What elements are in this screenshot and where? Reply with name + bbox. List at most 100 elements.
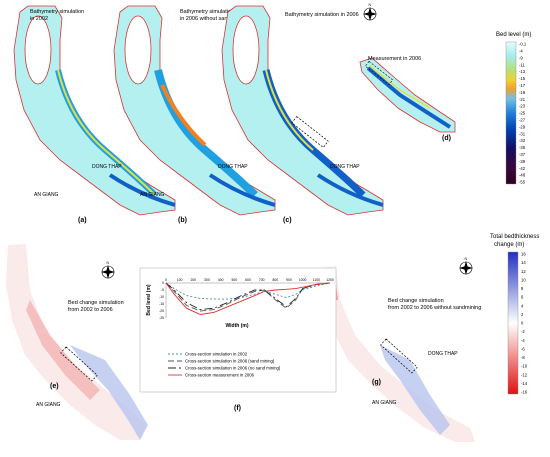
chart-legend-entry: Cross-section measurement in 2006: [185, 373, 255, 378]
bed-level-tick: -33: [519, 138, 526, 143]
bed-level-tick: -29: [519, 124, 526, 129]
bed-change-blue-g: [380, 345, 450, 435]
bed-level-tick: -27: [519, 118, 526, 123]
chart-y-tick: -10: [159, 295, 164, 299]
chart-x-tick: 100: [177, 278, 183, 282]
panel-c-title: Bathymetry simulation in 2006: [285, 12, 359, 18]
bed-change-blue-e: [70, 345, 148, 440]
bed-change-tick: 0: [521, 321, 524, 326]
bed-level-tick: -15: [519, 76, 526, 81]
chart-x-tick: 700: [259, 278, 265, 282]
bed-level-ticks: -0.1 -4-9 -11 -13 -15 -17 -19 -21 -23 -25 -27-29 -3…: [519, 42, 527, 185]
bed-level-tick: -21: [519, 97, 526, 102]
panel-g: Bed change simulation from 2002 to 2006 …: [318, 266, 481, 442]
sandmining-area-g: [380, 338, 418, 374]
bed-change-tick: -6: [521, 346, 525, 351]
panel-b: Bathymetry simulation in 2006 without sa…: [113, 5, 276, 224]
bed-level-tick: -31: [519, 131, 526, 136]
chart-legend: Cross-section simulation in 2002 Cross-se…: [168, 352, 281, 378]
channel-deep-b2: [208, 173, 276, 207]
chart-x-tick: 1200: [326, 278, 334, 282]
panel-f-label: (f): [234, 405, 241, 412]
bed-change-colorbar: [507, 251, 519, 395]
panel-a-title-1: Bathymetry simulation: [30, 9, 84, 15]
panel-b-place-dt: DONG THAP: [218, 164, 248, 170]
bed-level-tick: -0.1: [519, 42, 527, 47]
bed-change-legend-title-2: change (m): [494, 242, 524, 248]
channel-hot-b: [160, 84, 207, 147]
panel-c-label: (c): [283, 217, 292, 224]
chart-x-tick: 400: [218, 278, 224, 282]
river-outline-c: [221, 5, 384, 216]
chart-x-tick: 800: [272, 278, 278, 282]
chart-y-tick: -15: [159, 302, 164, 306]
chart-y-tick: 0: [162, 281, 164, 285]
bed-change-tick: 14: [521, 260, 526, 265]
panel-a-place-ag: AN GIANG: [34, 192, 59, 198]
bed-change-tick: -16: [521, 390, 528, 395]
bed-change-tick: -4: [521, 338, 525, 343]
panel-d-title: Measurement in 2006: [368, 56, 421, 62]
bed-change-tick: -14: [521, 381, 528, 386]
bed-level-tick: -23: [519, 104, 526, 109]
compass-left-label: N: [107, 261, 110, 265]
panel-b-place-ag: AN GIANG: [140, 192, 165, 198]
channel-mid-d: [369, 65, 431, 109]
panel-e-place-ag: AN GIANG: [36, 402, 61, 408]
chart-x-tick: 600: [245, 278, 251, 282]
panel-d: Measurement in 2006 (d): [359, 56, 456, 142]
compass-top-label: N: [369, 3, 372, 7]
bed-level-tick: -55: [519, 180, 526, 185]
sandmining-area-c: [291, 116, 329, 148]
panel-a-label: (a): [78, 217, 87, 224]
bed-change-tick: -12: [521, 372, 528, 377]
island-c: [232, 15, 260, 85]
panel-g-title-2: from 2002 to 2006 without sandmining: [388, 305, 481, 311]
channel-shallow-a: [57, 69, 156, 196]
panel-a: Bathymetry simulation in 2002 DONG THAP …: [13, 5, 176, 224]
bed-level-tick: -25: [519, 111, 526, 116]
channel-mid-c: [265, 69, 314, 151]
chart-legend-entry: Cross-section simulation in 2002: [185, 352, 248, 357]
bed-level-tick: -48: [519, 173, 526, 178]
bed-level-legend: Bed level (m) -0.1 -4-9 -11 -13 -15 -17 -19 -21…: [496, 32, 531, 185]
chart-grid: [165, 282, 330, 318]
chart-series-line-3: [165, 282, 331, 315]
chart-y-tick: -25: [159, 316, 164, 320]
bed-change-tick: 16: [521, 252, 526, 257]
bed-change-tick: -2: [521, 329, 525, 334]
bed-change-tick: -8: [521, 355, 525, 360]
chart-series-line-1: [165, 282, 331, 312]
panel-f: 0 100 200 300 400 500 600 700 800 900 1000 1100 1200…: [139, 267, 337, 412]
bed-change-tick: 6: [521, 295, 524, 300]
panel-e-title-1: Bed change simulation: [68, 300, 124, 306]
bed-level-tick: -11: [519, 62, 525, 67]
bed-level-colorbar: [505, 41, 517, 185]
chart-x-tick: 300: [204, 278, 210, 282]
chart-x-tick: 1000: [299, 278, 307, 282]
bed-level-tick: -19: [519, 90, 526, 95]
bed-change-tick: -10: [521, 364, 528, 369]
channel-deep-d: [366, 66, 452, 129]
panel-b-title-2: in 2006 without sandmining: [180, 16, 247, 22]
bed-change-tick: 12: [521, 269, 526, 274]
island-a: [24, 15, 52, 85]
chart-legend-entry: Cross-section simulation in 2006 (no san…: [185, 366, 281, 371]
panel-e-label: (e): [50, 383, 59, 390]
panel-c: Bathymetry simulation in 2006 DONG THAP …: [221, 5, 384, 224]
bed-level-tick: -39: [519, 159, 526, 164]
panel-b-label: (b): [178, 217, 187, 224]
chart-y-tick: -5: [161, 288, 164, 292]
chart-legend-entry: Cross-section simulation in 2006 (sand m…: [185, 359, 275, 364]
panel-g-label: (g): [372, 379, 381, 386]
bed-level-tick: -35: [519, 145, 526, 150]
compass-right: N: [459, 257, 473, 275]
bed-change-ticks: 16 14 12 10 8 6 4 2 0 -2 -4 -6 -8 -10 -12 -14 -16: [521, 252, 528, 395]
bed-level-legend-title: Bed level (m): [496, 32, 531, 38]
panel-c-place-dt: DONG THAP: [330, 164, 360, 170]
chart-y-ticks: 0 -5 -10 -15 -20 -25: [159, 281, 164, 320]
bed-change-legend-title-1: Total bedthickness: [490, 234, 539, 240]
bed-change-tick: 4: [521, 303, 524, 308]
panel-a-title-2: in 2002: [30, 16, 48, 22]
